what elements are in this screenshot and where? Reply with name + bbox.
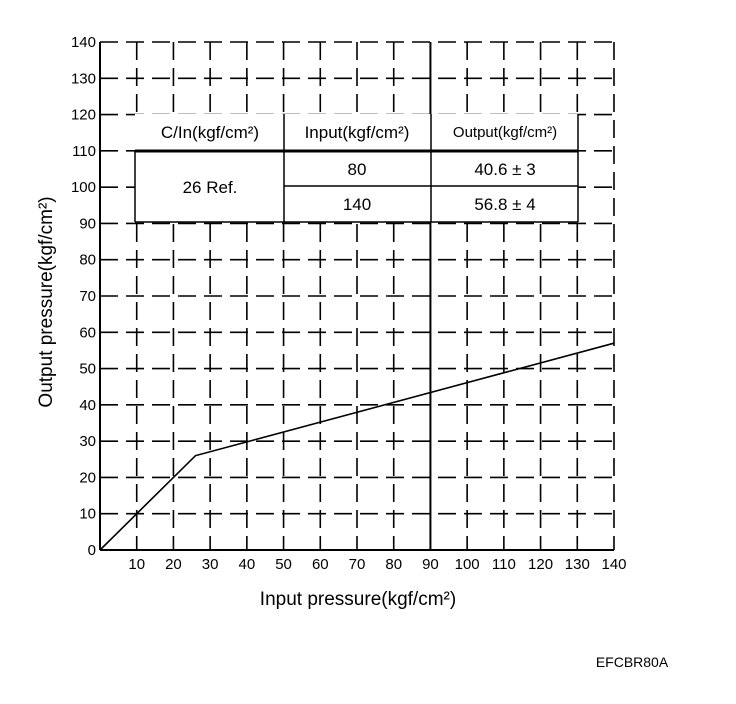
y-tick-label: 50 bbox=[79, 361, 96, 378]
y-tick-labels: 0 10 20 30 40 50 60 70 80 90 100 110 120 130 140 bbox=[71, 34, 96, 559]
figure-code: EFCBR80A bbox=[596, 654, 669, 670]
x-tick-label: 120 bbox=[528, 556, 553, 573]
x-tick-label: 110 bbox=[492, 556, 516, 573]
x-tick-label: 50 bbox=[275, 556, 292, 573]
y-tick-label: 100 bbox=[71, 179, 96, 196]
x-axis-title: Input pressure(kgf/cm²) bbox=[260, 589, 456, 610]
x-tick-label: 40 bbox=[239, 556, 256, 573]
series bbox=[99, 342, 615, 551]
y-tick-label: 130 bbox=[71, 70, 96, 87]
x-tick-label: 10 bbox=[128, 556, 145, 573]
table-header-input: Input(kgf/cm²) bbox=[305, 123, 410, 142]
y-tick-label: 110 bbox=[72, 143, 96, 160]
y-tick-label: 140 bbox=[71, 34, 96, 51]
x-tick-label: 90 bbox=[422, 556, 439, 573]
table-cell-output-2: 56.8 ± 4 bbox=[474, 195, 535, 214]
x-tick-label: 80 bbox=[385, 556, 402, 573]
x-tick-label: 60 bbox=[312, 556, 329, 573]
y-tick-label: 120 bbox=[71, 107, 96, 124]
x-tick-label: 140 bbox=[601, 556, 626, 573]
table-background bbox=[135, 114, 578, 222]
x-tick-label: 30 bbox=[202, 556, 219, 573]
spec-table: C/In(kgf/cm²) Input(kgf/cm²) Output(kgf/… bbox=[134, 114, 579, 223]
y-tick-label: 90 bbox=[79, 215, 96, 232]
y-tick-label: 60 bbox=[79, 324, 96, 341]
y-tick-label: 30 bbox=[79, 433, 96, 450]
y-axis-title: Output pressure(kgf/cm²) bbox=[36, 196, 57, 407]
table-header-output: Output(kgf/cm²) bbox=[453, 124, 557, 141]
x-tick-labels: 10 20 30 40 50 60 70 80 90 100 110 120 130 140 bbox=[128, 556, 626, 573]
x-tick-label: 20 bbox=[165, 556, 182, 573]
plot-frame bbox=[99, 42, 614, 551]
table-cell-output-1: 40.6 ± 3 bbox=[474, 160, 535, 179]
y-tick-label: 10 bbox=[79, 506, 96, 523]
x-tick-label: 100 bbox=[455, 556, 480, 573]
table-cell-cutin: 26 Ref. bbox=[183, 178, 238, 197]
y-tick-label: 40 bbox=[79, 397, 96, 414]
x-tick-label: 70 bbox=[349, 556, 366, 573]
y-tick-label: 80 bbox=[79, 252, 96, 269]
y-tick-label: 20 bbox=[79, 469, 96, 486]
series-line bbox=[99, 342, 615, 551]
table-cell-input-1: 80 bbox=[348, 160, 367, 179]
x-tick-label: 130 bbox=[565, 556, 590, 573]
table-cell-input-2: 140 bbox=[343, 195, 371, 214]
y-tick-label: 70 bbox=[79, 288, 96, 305]
table-header-cutin: C/In(kgf/cm²) bbox=[161, 123, 259, 142]
y-tick-label: 0 bbox=[88, 542, 96, 559]
